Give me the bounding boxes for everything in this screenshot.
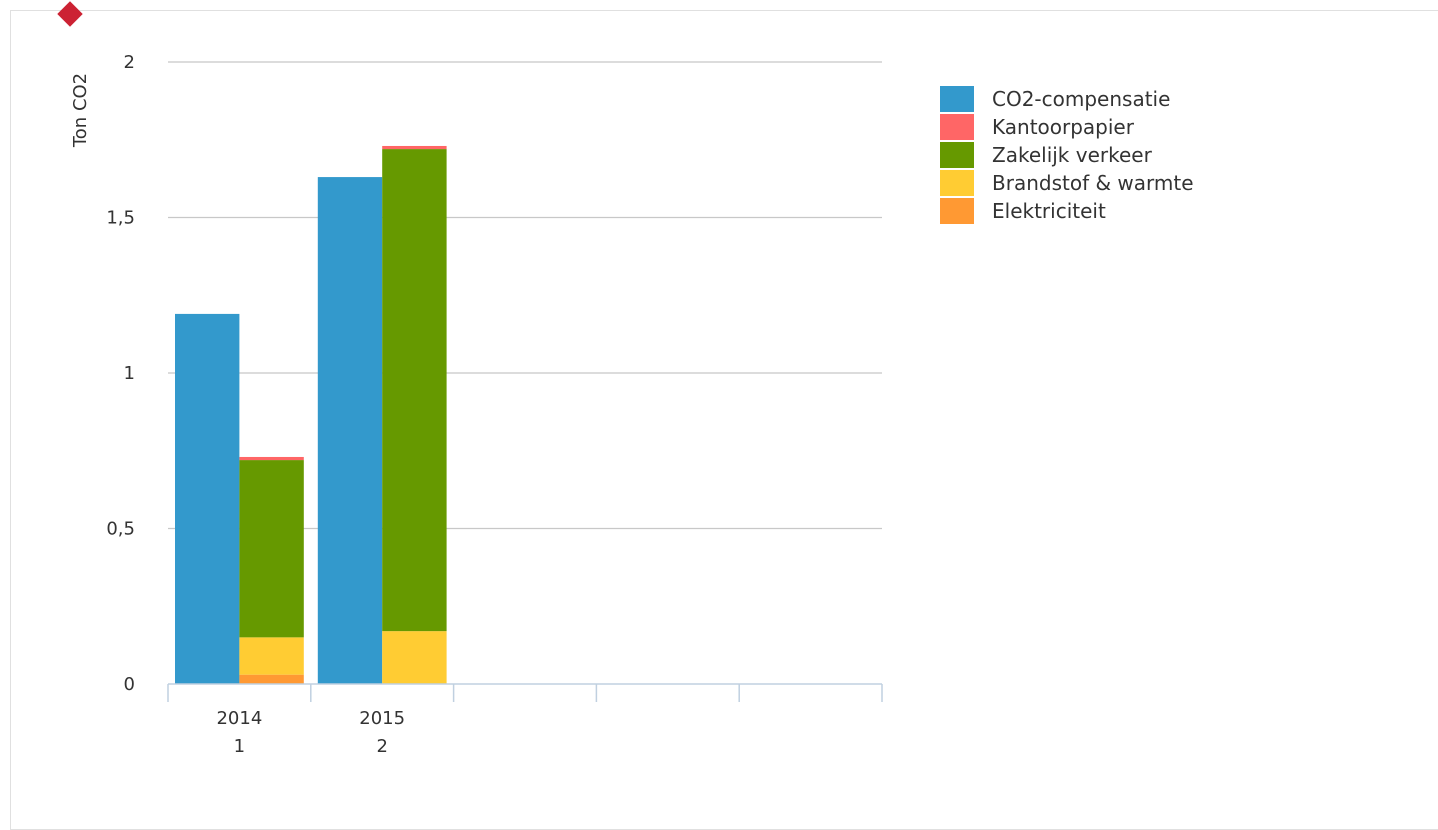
y-axis-title: Ton CO2	[70, 73, 91, 148]
legend-swatch	[940, 170, 974, 196]
bar-segment[interactable]	[382, 145, 447, 150]
axis-labels: 0 0,5 1 1,5 2 2014 1 2015 2	[106, 52, 405, 757]
y-tick-label: 0	[124, 674, 135, 695]
legend-label[interactable]: Zakelijk verkeer	[992, 143, 1153, 167]
bar-segment[interactable]	[239, 637, 304, 675]
legend-label[interactable]: Elektriciteit	[992, 199, 1106, 223]
x-tick-sublabel: 1	[234, 736, 245, 757]
bar-segment[interactable]	[382, 631, 447, 684]
y-tick-label: 2	[124, 52, 135, 73]
bar-segment[interactable]	[239, 456, 304, 461]
legend: CO2-compensatie Kantoorpapier Zakelijk ver…	[940, 86, 1194, 224]
bar-segment[interactable]	[382, 149, 447, 632]
bar-segment[interactable]	[175, 313, 240, 684]
x-tick-label: 2015	[359, 708, 405, 729]
legend-label[interactable]: Brandstof & warmte	[992, 171, 1194, 195]
x-tick-sublabel: 2	[376, 736, 387, 757]
legend-label[interactable]: CO2-compensatie	[992, 87, 1170, 111]
y-tick-label: 0,5	[106, 519, 135, 540]
legend-swatch	[940, 198, 974, 224]
legend-swatch	[940, 86, 974, 112]
y-tick-label: 1,5	[106, 208, 135, 229]
x-axis	[167, 683, 883, 702]
x-tick-label: 2014	[216, 708, 262, 729]
bars	[175, 145, 447, 684]
legend-swatch	[940, 142, 974, 168]
legend-swatch	[940, 114, 974, 140]
legend-label[interactable]: Kantoorpapier	[992, 115, 1135, 139]
y-tick-label: 1	[124, 363, 135, 384]
bar-segment[interactable]	[239, 674, 304, 684]
bar-segment[interactable]	[239, 460, 304, 638]
bar-segment[interactable]	[317, 177, 383, 684]
